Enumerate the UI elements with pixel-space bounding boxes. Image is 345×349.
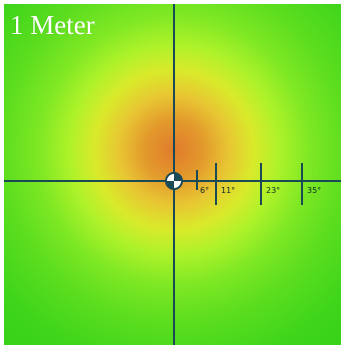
tick-6-label: 6° [200, 186, 209, 195]
tick-23-label: 23° [266, 186, 280, 195]
tick-35-label: 35° [307, 186, 321, 195]
center-target-icon [165, 172, 183, 190]
tick-11-label: 11° [221, 186, 235, 195]
distance-title: 1 Meter [10, 10, 95, 40]
